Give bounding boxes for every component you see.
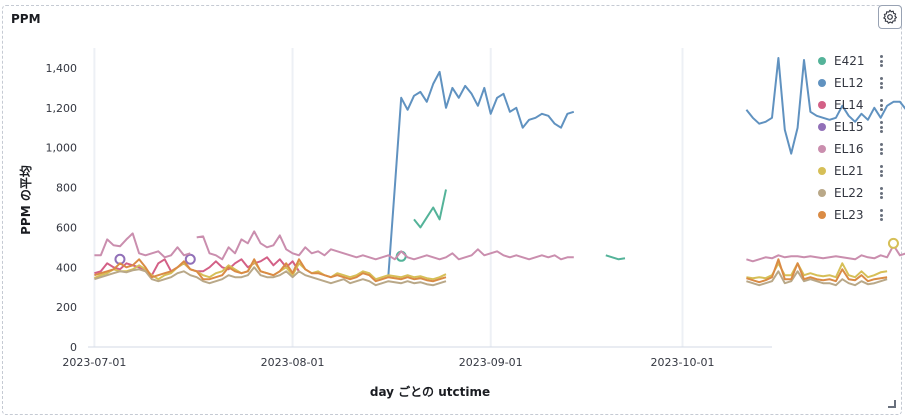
- y-axis-ticks: 0 200 400 600 800 1,000 1,200 1,400: [46, 62, 78, 354]
- legend-swatch: [818, 57, 826, 65]
- legend-swatch: [818, 211, 826, 219]
- legend-label: EL15: [834, 120, 864, 134]
- series-line-el16: [196, 230, 574, 261]
- series-line-el21: [746, 262, 888, 280]
- legend-item[interactable]: EL14: [818, 94, 890, 116]
- x-tick-label: 2023-07-01: [62, 356, 126, 369]
- x-tick-label: 2023-10-01: [651, 356, 715, 369]
- panel-title: PPM: [11, 12, 41, 26]
- x-axis-ticks: 2023-07-01 2023-08-01 2023-09-01 2023-10-01: [62, 356, 714, 369]
- legend-item[interactable]: E421: [818, 50, 890, 72]
- legend-label: EL16: [834, 142, 864, 156]
- legend-label: EL21: [834, 164, 864, 178]
- series-line-el12: [745, 57, 905, 155]
- vertical-dots-icon[interactable]: [880, 143, 884, 155]
- vertical-dots-icon[interactable]: [880, 77, 884, 89]
- y-tick-label: 600: [56, 221, 77, 234]
- legend-label: EL23: [834, 208, 864, 222]
- legend-label: EL22: [834, 186, 864, 200]
- y-tick-label: 1,000: [46, 142, 78, 155]
- legend-label: E421: [834, 54, 865, 68]
- y-tick-label: 400: [56, 261, 77, 274]
- legend-swatch: [818, 167, 826, 175]
- legend-swatch: [818, 79, 826, 87]
- legend-swatch: [818, 101, 826, 109]
- resize-handle-icon[interactable]: [888, 400, 896, 408]
- vertical-dots-icon[interactable]: [880, 55, 884, 67]
- series-point-el21: [887, 237, 899, 249]
- y-tick-label: 1,200: [46, 102, 78, 115]
- y-tick-label: 200: [56, 301, 77, 314]
- x-tick-label: 2023-09-01: [459, 356, 523, 369]
- y-axis-title: PPM の平均: [18, 165, 33, 235]
- x-axis-title: day ごとの utctime: [370, 384, 490, 399]
- vertical-dots-icon[interactable]: [880, 121, 884, 133]
- series-line-el23: [94, 258, 447, 283]
- legend-swatch: [818, 123, 826, 131]
- legend-item[interactable]: EL23: [818, 204, 890, 226]
- y-tick-label: 1,400: [46, 62, 78, 75]
- series-line-el23: [746, 258, 888, 284]
- legend-item[interactable]: EL21: [818, 160, 890, 182]
- legend-label: EL14: [834, 98, 864, 112]
- series-line-e421: [605, 254, 626, 261]
- grid-lines: [93, 48, 684, 347]
- legend-swatch: [818, 189, 826, 197]
- vertical-dots-icon[interactable]: [880, 209, 884, 221]
- series-line-el12: [387, 70, 575, 276]
- vertical-dots-icon[interactable]: [880, 165, 884, 177]
- legend-item[interactable]: EL12: [818, 72, 890, 94]
- series-line-el16: [94, 232, 191, 259]
- gear-icon[interactable]: [878, 5, 902, 29]
- vertical-dots-icon[interactable]: [880, 187, 884, 199]
- legend-item[interactable]: EL15: [818, 116, 890, 138]
- series-line-el22: [746, 270, 888, 287]
- series-line-e421: [413, 189, 447, 229]
- vertical-dots-icon[interactable]: [880, 99, 884, 111]
- legend-swatch: [818, 145, 826, 153]
- series-line-el16: [746, 244, 905, 263]
- y-tick-label: 800: [56, 182, 77, 195]
- y-tick-label: 0: [70, 341, 77, 354]
- legend-item[interactable]: EL16: [818, 138, 890, 160]
- legend-item[interactable]: EL22: [818, 182, 890, 204]
- series-line-el22: [94, 266, 447, 287]
- series-group: [93, 57, 905, 287]
- series-point-el15: [184, 253, 196, 265]
- x-tick-label: 2023-08-01: [261, 356, 325, 369]
- chart-legend: E421 EL12 EL14 EL15 EL16 EL21 EL22 EL23: [818, 50, 890, 226]
- legend-label: EL12: [834, 76, 864, 90]
